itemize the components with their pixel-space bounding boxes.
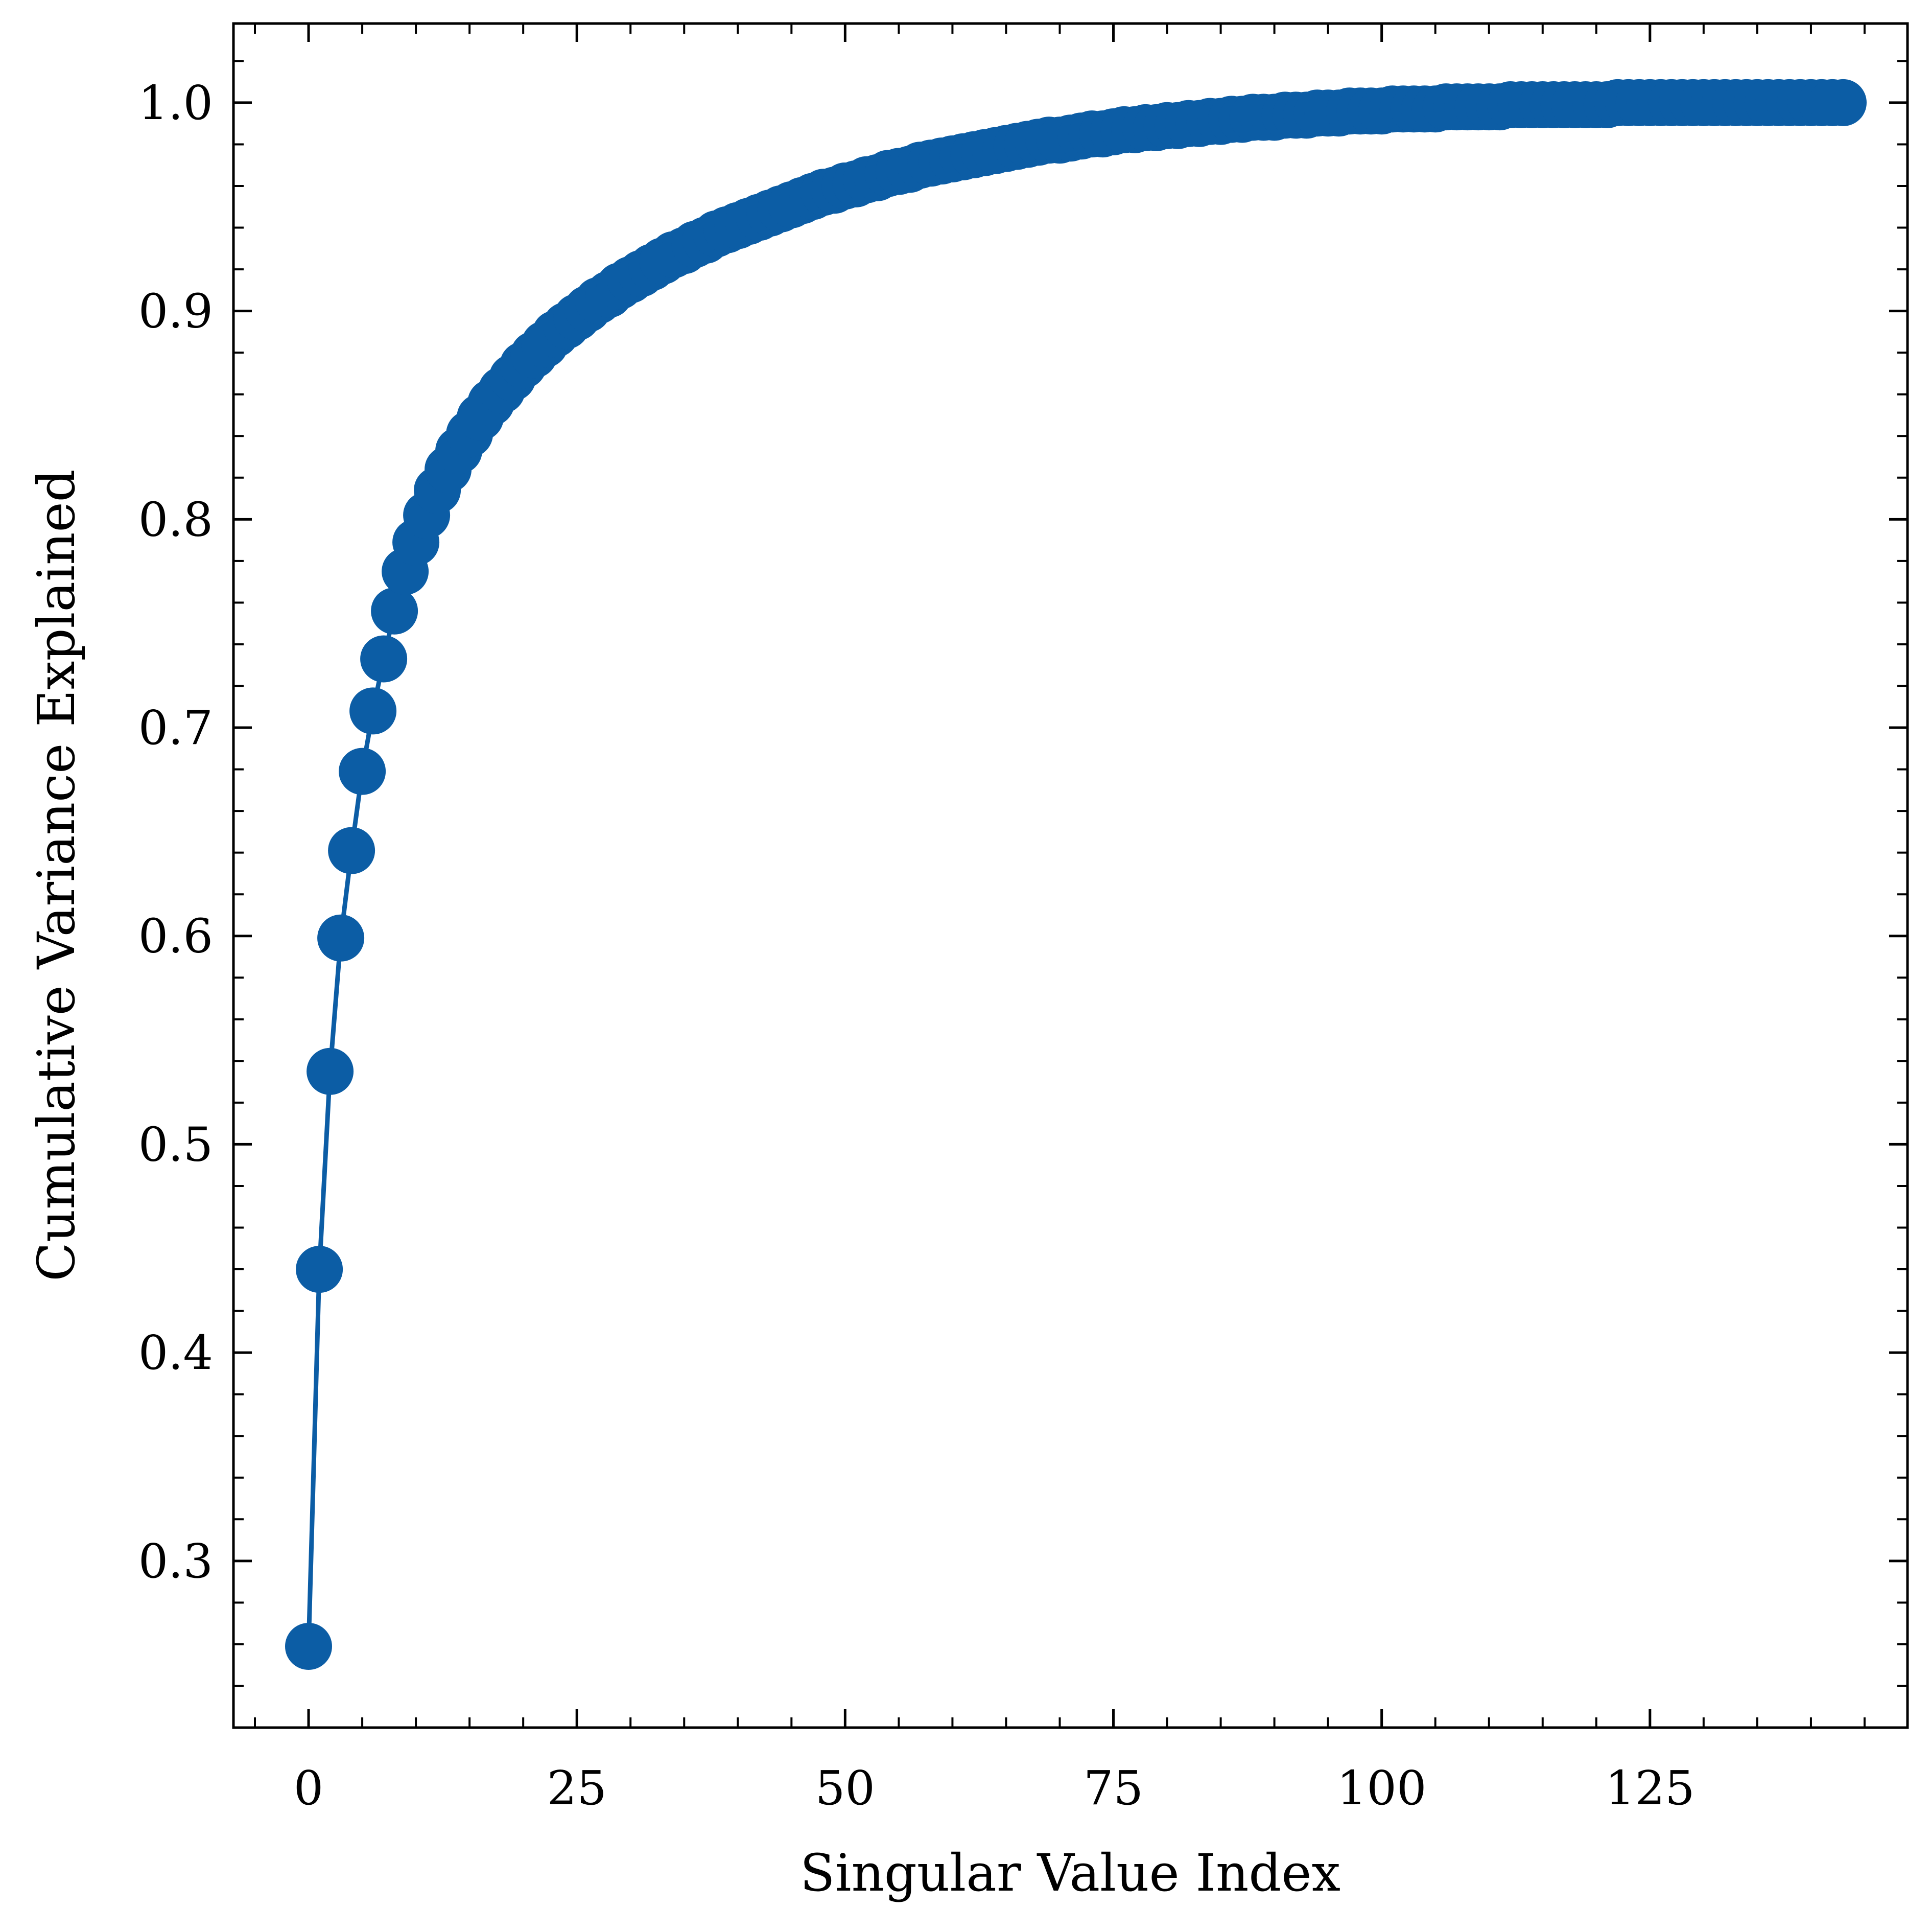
y-tick-label: 0.4	[138, 1325, 213, 1380]
x-axis-ticks: 0 25 50 75 100 125	[254, 24, 1866, 1815]
data-point	[317, 914, 365, 962]
y-axis-ticks: 0.3 0.4 0.5 0.6 0.7 0.8 0.9 1.0	[138, 60, 1908, 1687]
y-tick-label: 0.6	[138, 909, 213, 964]
data-point	[360, 635, 408, 683]
axes-frame	[232, 22, 1909, 1729]
x-axis-label: Singular Value Index	[800, 1843, 1340, 1903]
plot-series	[285, 79, 1867, 1670]
x-tick-label: 50	[815, 1761, 875, 1815]
y-tick-label: 0.8	[138, 492, 213, 547]
data-point	[371, 587, 418, 635]
y-axis-label: Cumulative Variance Explained	[27, 469, 86, 1281]
y-tick-label: 1.0	[138, 76, 213, 130]
x-tick-label: 100	[1337, 1761, 1427, 1815]
data-point	[296, 1246, 343, 1293]
x-tick-label: 25	[547, 1761, 607, 1815]
data-point	[339, 748, 386, 795]
data-point	[285, 1623, 332, 1670]
data-point	[307, 1048, 354, 1095]
data-point	[328, 827, 375, 874]
x-tick-label: 125	[1605, 1761, 1695, 1815]
y-tick-label: 0.5	[138, 1117, 213, 1172]
x-tick-label: 0	[294, 1761, 324, 1815]
y-tick-label: 0.9	[138, 284, 213, 339]
y-tick-label: 0.3	[138, 1534, 213, 1589]
data-point	[1820, 79, 1867, 126]
y-tick-label: 0.7	[138, 701, 213, 755]
data-point	[349, 687, 397, 735]
x-tick-label: 75	[1084, 1761, 1143, 1815]
